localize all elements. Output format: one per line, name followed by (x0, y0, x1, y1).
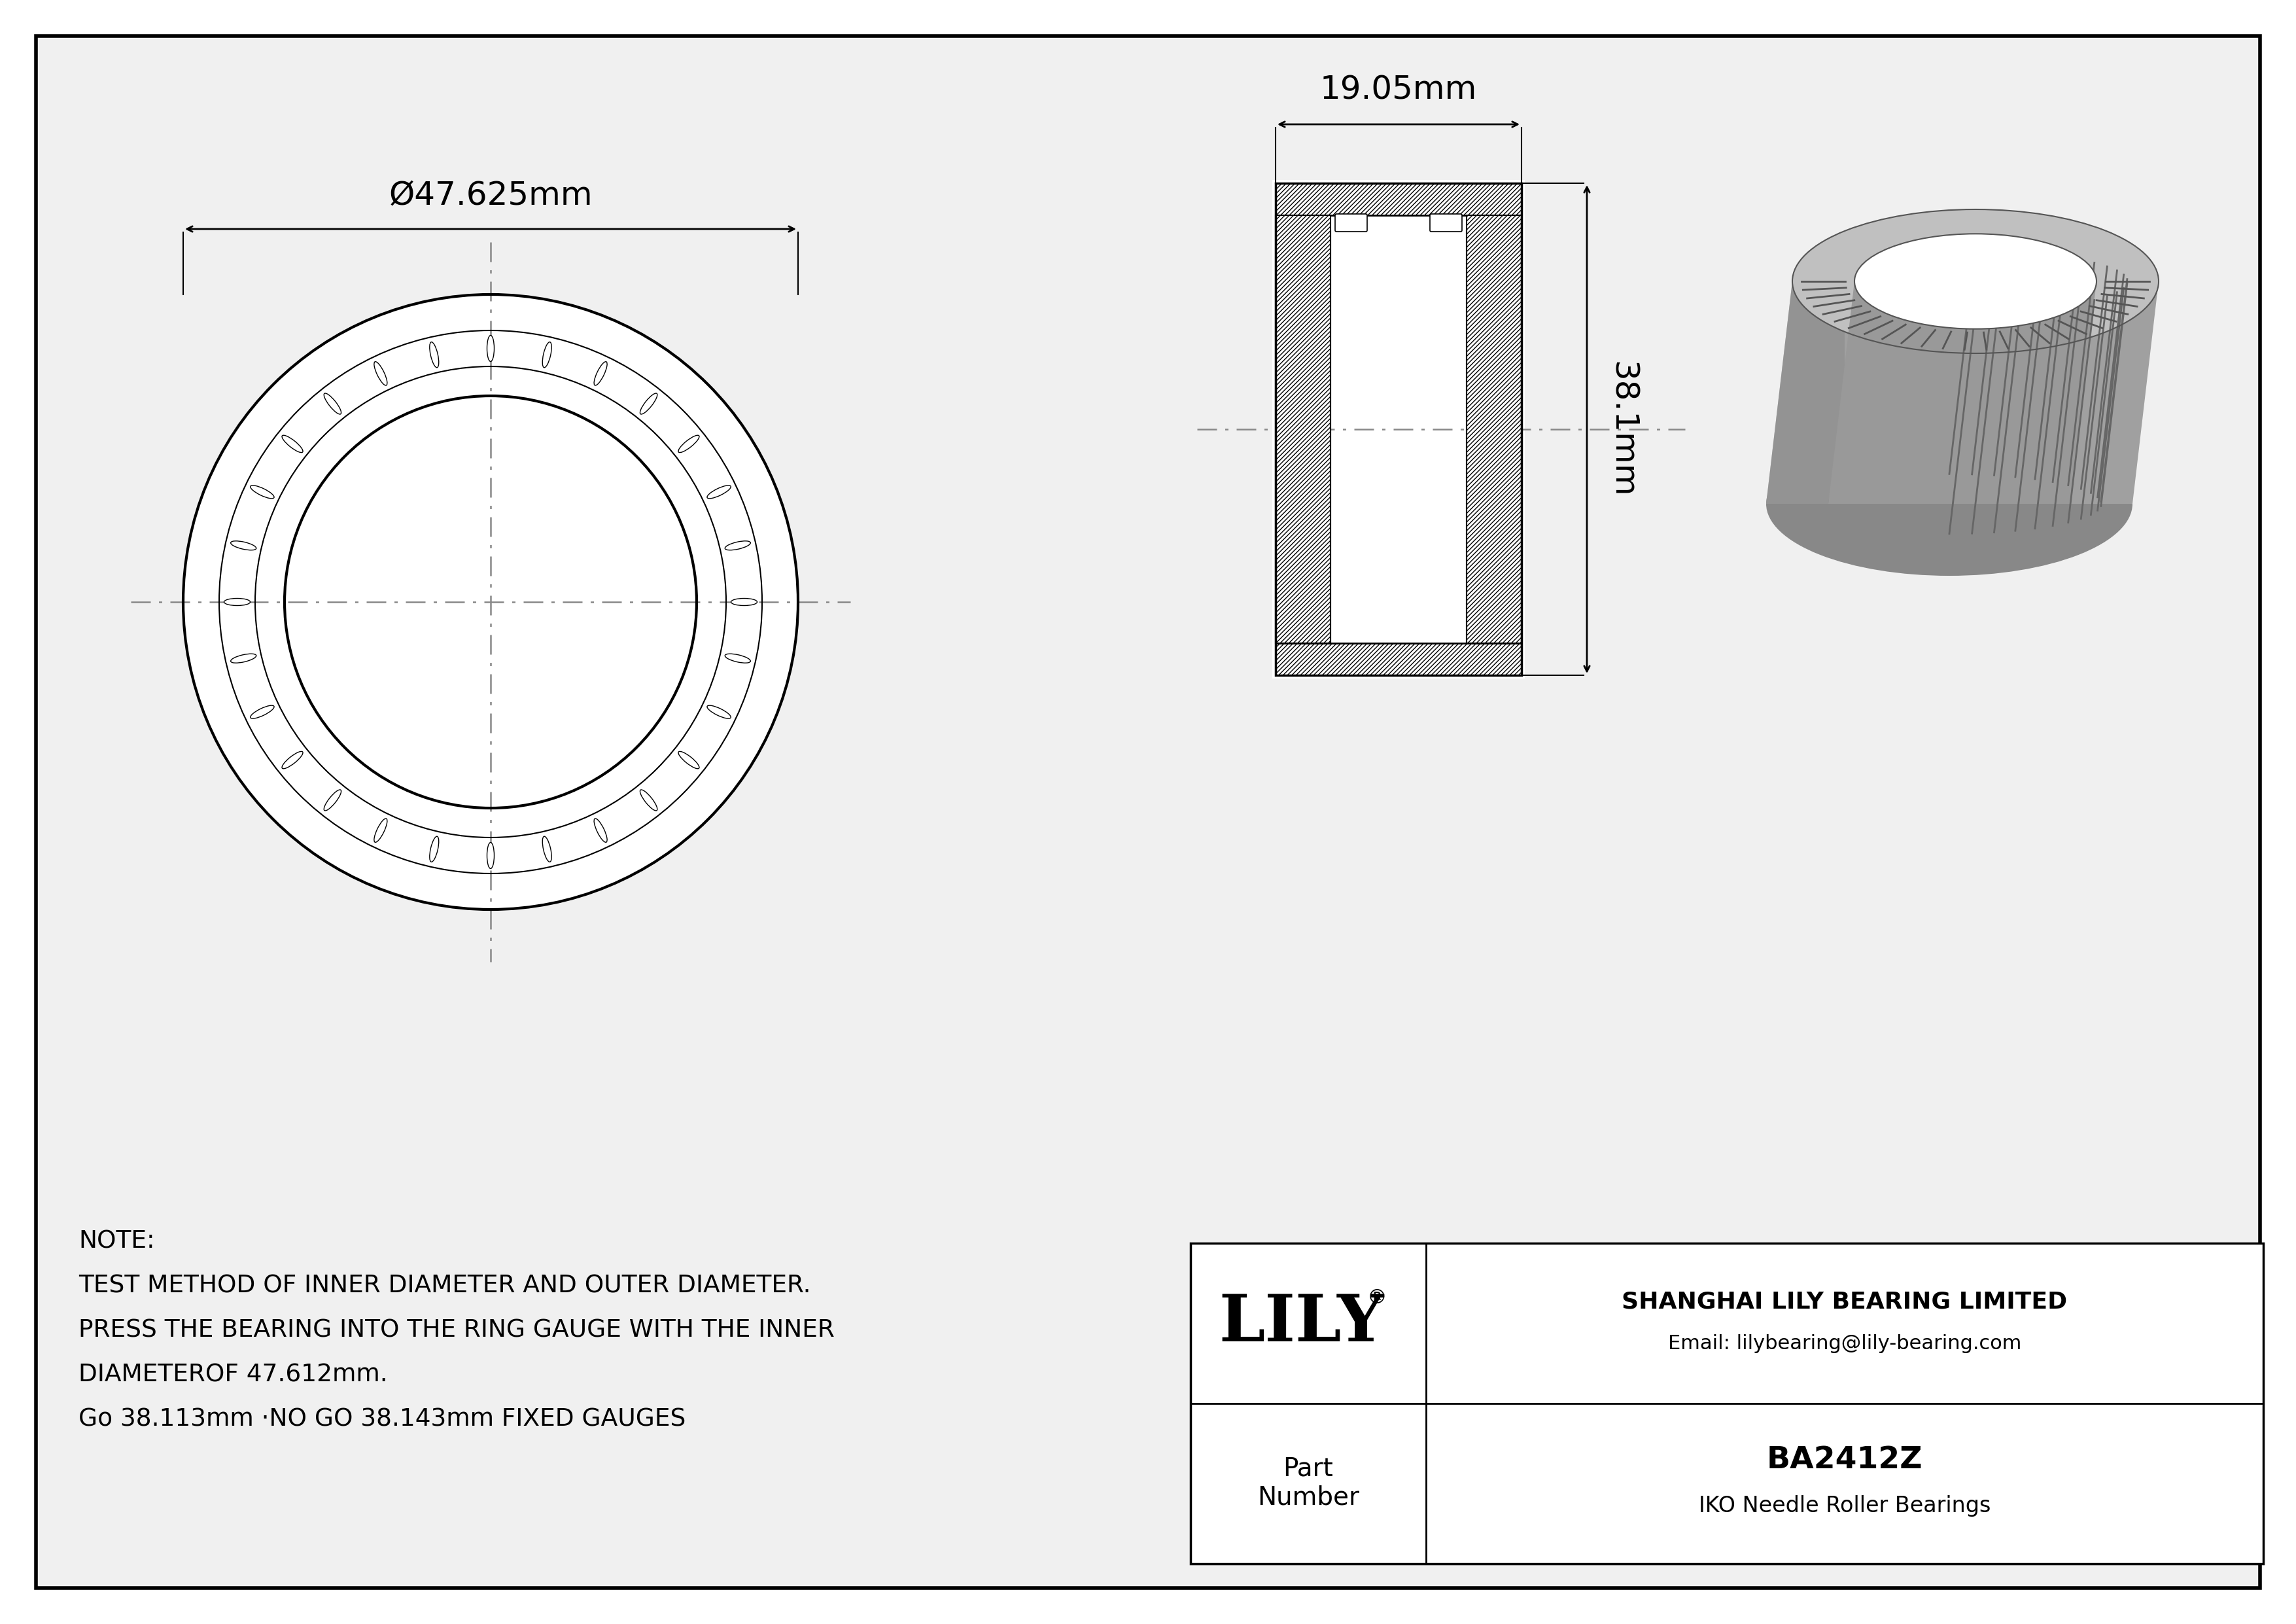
Ellipse shape (225, 598, 250, 606)
Circle shape (184, 294, 799, 909)
Ellipse shape (726, 541, 751, 551)
Text: LILY: LILY (1219, 1291, 1384, 1354)
Ellipse shape (730, 598, 758, 606)
FancyBboxPatch shape (1430, 214, 1463, 232)
Ellipse shape (707, 705, 730, 718)
Ellipse shape (1855, 234, 2096, 330)
Text: TEST METHOD OF INNER DIAMETER AND OUTER DIAMETER.: TEST METHOD OF INNER DIAMETER AND OUTER … (78, 1275, 810, 1298)
Ellipse shape (429, 836, 439, 862)
Text: DIAMETEROF 47.612mm.: DIAMETEROF 47.612mm. (78, 1364, 388, 1387)
Polygon shape (1828, 281, 2096, 503)
Ellipse shape (324, 789, 342, 810)
Text: Part
Number: Part Number (1258, 1457, 1359, 1510)
Ellipse shape (250, 705, 273, 718)
Ellipse shape (1793, 209, 2158, 354)
Text: SHANGHAI LILY BEARING LIMITED: SHANGHAI LILY BEARING LIMITED (1621, 1291, 2066, 1314)
Ellipse shape (1828, 456, 2071, 552)
Ellipse shape (250, 486, 273, 499)
Ellipse shape (707, 486, 730, 499)
Ellipse shape (595, 818, 606, 843)
Text: ®: ® (1366, 1289, 1387, 1307)
Ellipse shape (1766, 432, 2133, 577)
Polygon shape (1766, 281, 2158, 503)
Ellipse shape (542, 836, 551, 862)
Text: NOTE:: NOTE: (78, 1229, 154, 1254)
Ellipse shape (374, 818, 388, 843)
Ellipse shape (595, 362, 606, 385)
Text: IKO Needle Roller Bearings: IKO Needle Roller Bearings (1699, 1496, 1991, 1517)
Bar (1277, 643, 1520, 674)
Ellipse shape (282, 752, 303, 768)
Ellipse shape (374, 362, 388, 385)
Ellipse shape (230, 541, 257, 551)
Ellipse shape (641, 789, 657, 810)
Bar (1277, 184, 1522, 216)
Ellipse shape (230, 654, 257, 663)
Text: Email: lilybearing@lily-bearing.com: Email: lilybearing@lily-bearing.com (1667, 1335, 2020, 1353)
Text: PRESS THE BEARING INTO THE RING GAUGE WITH THE INNER: PRESS THE BEARING INTO THE RING GAUGE WI… (78, 1319, 833, 1343)
Text: Go 38.113mm ·NO GO 38.143mm FIXED GAUGES: Go 38.113mm ·NO GO 38.143mm FIXED GAUGES (78, 1408, 687, 1432)
Polygon shape (1766, 281, 1844, 503)
Bar (1277, 216, 1329, 643)
Ellipse shape (487, 843, 494, 869)
Ellipse shape (677, 752, 700, 768)
Bar (1467, 216, 1520, 643)
Text: BA2412Z: BA2412Z (1766, 1445, 1922, 1475)
Ellipse shape (641, 393, 657, 414)
FancyBboxPatch shape (1334, 214, 1366, 232)
Ellipse shape (726, 654, 751, 663)
Ellipse shape (429, 343, 439, 367)
Bar (1277, 184, 1522, 676)
Bar (1192, 1244, 2264, 1564)
Bar (1277, 184, 1520, 214)
Ellipse shape (542, 343, 551, 367)
Text: 38.1mm: 38.1mm (1607, 361, 1637, 497)
Bar (1272, 180, 1525, 679)
Text: Ø47.625mm: Ø47.625mm (388, 179, 592, 211)
Ellipse shape (282, 435, 303, 453)
Bar (1277, 216, 1329, 643)
Ellipse shape (324, 393, 342, 414)
Bar (1467, 216, 1522, 643)
Bar (1277, 643, 1522, 676)
Ellipse shape (677, 435, 700, 453)
Ellipse shape (487, 335, 494, 362)
Text: 19.05mm: 19.05mm (1320, 75, 1476, 106)
